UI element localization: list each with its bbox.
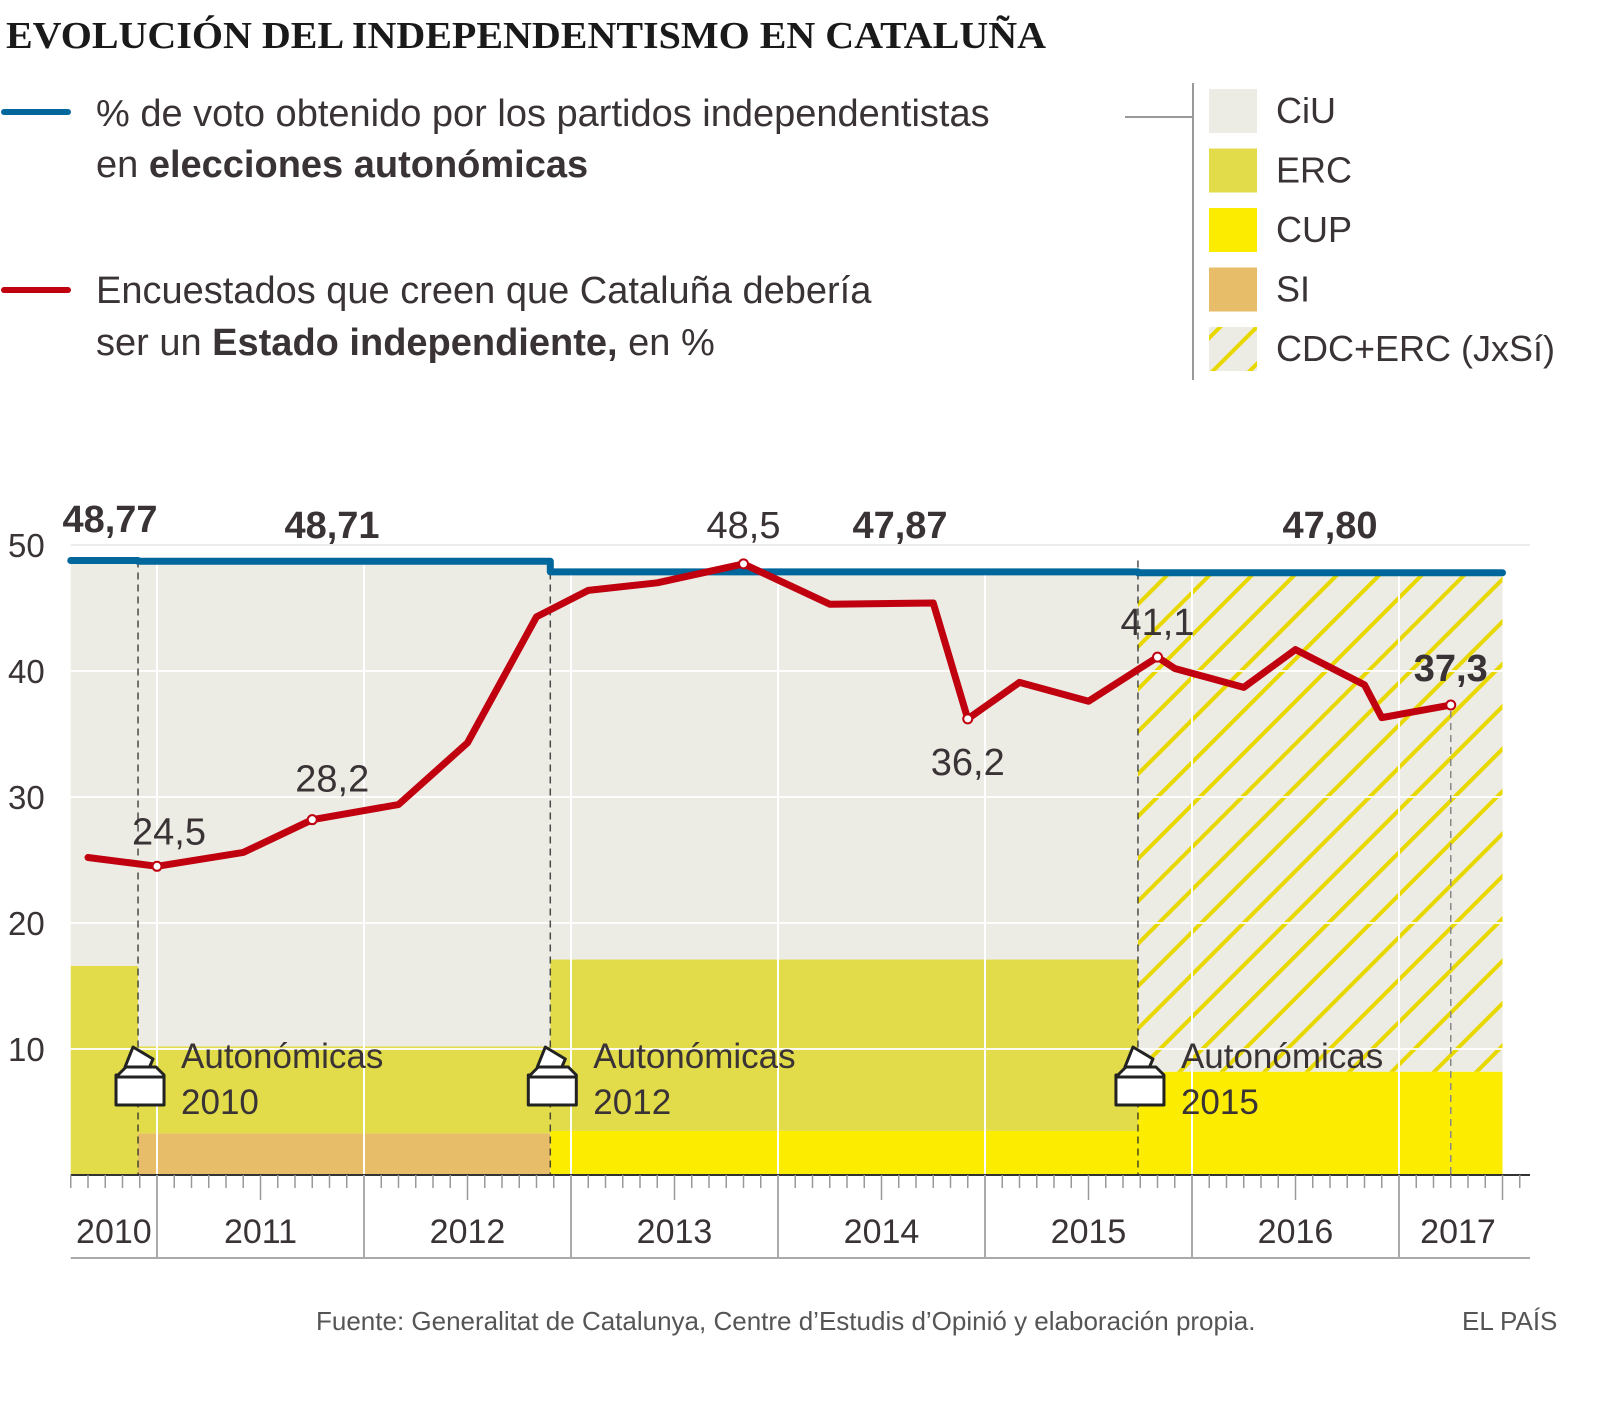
legend-blue-line1: % de voto obtenido por los partidos inde… [96,93,990,135]
survey-line [84,560,1455,870]
area-cup [1137,1071,1503,1175]
x-tick-label: 2011 [224,1213,297,1251]
x-tick-label: 2016 [1258,1213,1334,1251]
area-cdc-erc-jxs- [1137,572,1503,1072]
legend-label: CDC+ERC (JxSí) [1276,328,1555,369]
survey-point [306,814,318,826]
survey-label: 24,5 [132,811,206,853]
legend-blue: % de voto obtenido por los partidos inde… [1,93,1193,186]
survey-point [962,713,974,725]
survey-label: 36,2 [931,742,1005,784]
area-erc [138,1046,551,1134]
ballot-box [114,1065,166,1107]
legend-swatch-si [1209,267,1257,312]
survey-label: 37,3 [1414,648,1488,690]
election-year: 2010 [181,1083,259,1122]
area-ciu [138,561,551,1047]
election-label: Autonómicas [1181,1037,1383,1076]
legend-swatch-ciu [1209,89,1257,133]
area-ciu [550,571,1138,960]
legend-swatch-cdc-erc-jxs- [1209,327,1257,371]
survey-point [151,860,163,872]
party-legend: CiU ERC CUP SI CDC+ERC (JxSí) [1192,83,1555,380]
election-label: Autonómicas [593,1037,795,1076]
legend-label: SI [1276,269,1310,310]
x-tick-label: 2017 [1420,1213,1496,1251]
election-label: Autonómicas [181,1037,383,1076]
area-ciu [70,560,139,966]
survey-label: 48,5 [707,505,781,547]
vote-share-label: 47,80 [1282,505,1377,547]
y-tick-label: 50 [8,527,45,564]
legend-red-line1: Encuestados que creen que Cataluña deber… [96,270,872,312]
y-tick-label: 10 [8,1031,45,1068]
legend-blue-line2: en elecciones autonómicas [96,144,588,186]
legend-swatch-cup [1209,208,1257,252]
legend-label: CiU [1276,90,1336,131]
y-tick-label: 20 [8,905,45,942]
plot-area: 10 20 30 40 50 Autonómicas 2010 Autonómicas 2012… [8,499,1530,1259]
y-tick-label: 30 [8,779,45,816]
area-si [138,1133,551,1175]
vote-share-label: 48,71 [284,505,379,547]
area-cup [550,1130,1138,1175]
y-tick-label: 40 [8,653,45,690]
legend-label: CUP [1276,209,1352,250]
brand-logo: EL PAÍS [1462,1306,1557,1336]
x-tick-label: 2015 [1051,1213,1127,1251]
vote-share-label: 47,87 [852,505,947,547]
legend-label: ERC [1276,150,1352,191]
ballot-box [1114,1065,1166,1107]
survey-label: 28,2 [295,759,369,801]
survey-point [738,558,749,570]
election-year: 2012 [593,1083,671,1122]
ballot-box-icon [526,1045,578,1107]
legend-red-line2: ser un Estado independiente, en % [96,322,715,364]
chart-title: EVOLUCIÓN DEL INDEPENDENTISMO EN CATALUÑ… [6,15,1047,57]
x-tick-label: 2013 [637,1213,713,1251]
vote-share-line [67,556,1506,577]
area-erc [550,959,1138,1131]
x-tick-label: 2014 [844,1213,920,1251]
election-year: 2015 [1181,1083,1259,1122]
vote-share-label: 48,77 [62,499,157,541]
x-tick-label: 2010 [76,1213,152,1251]
survey-label: 41,1 [1121,602,1195,644]
ballot-box [526,1065,578,1107]
survey-point [1152,651,1163,663]
x-tick-label: 2012 [430,1213,506,1251]
ballot-box-icon [1114,1045,1166,1107]
survey-point [1445,699,1457,711]
legend-red: Encuestados que creen que Cataluña deber… [1,270,872,364]
ballot-box-icon [114,1045,166,1107]
source-note: Fuente: Generalitat de Catalunya, Centre… [316,1306,1255,1336]
legend-swatch-erc [1209,148,1257,193]
